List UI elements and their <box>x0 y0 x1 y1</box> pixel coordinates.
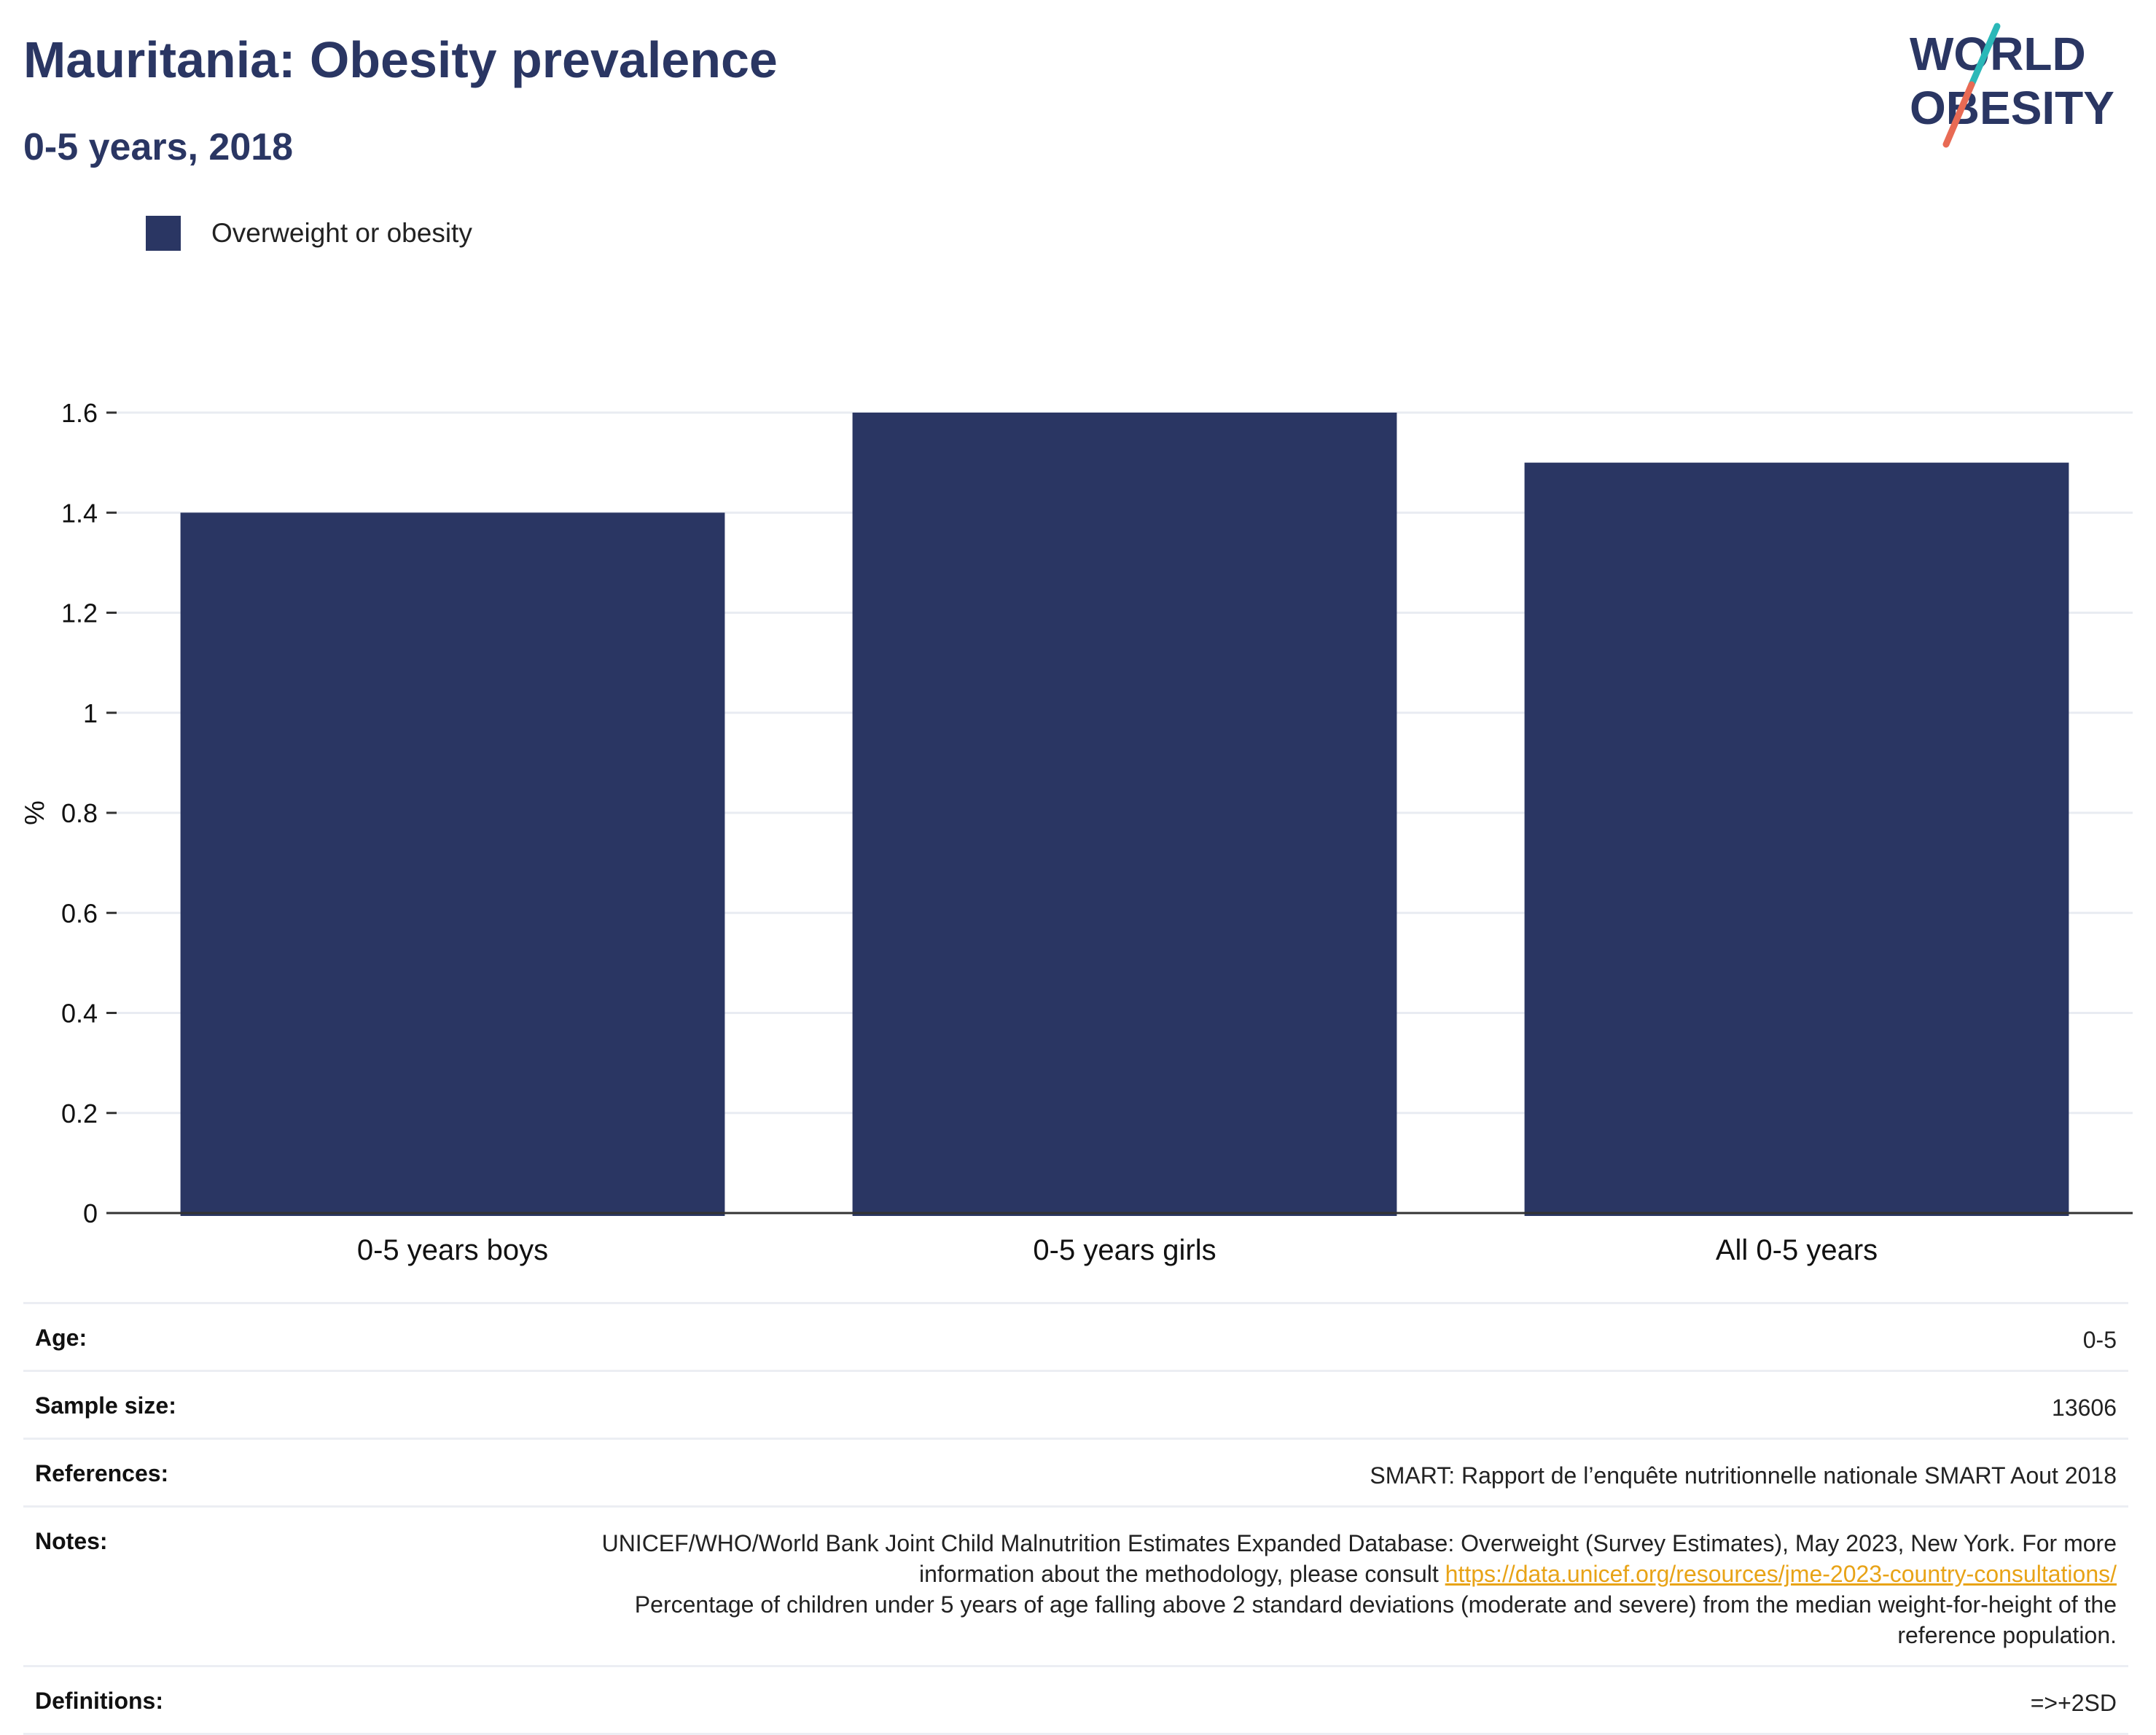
y-tick-label: 0.6 <box>61 898 98 928</box>
bar[interactable] <box>180 512 725 1216</box>
meta-row-age: Age: 0-5 <box>23 1302 2128 1370</box>
x-tick-label: 0-5 years boys <box>357 1234 548 1266</box>
logo-slash-bottom <box>1942 81 1975 148</box>
logo-word-obesity: OBESITY <box>1910 82 2114 134</box>
bars <box>180 413 2069 1216</box>
legend-label: Overweight or obesity <box>211 218 472 248</box>
meta-label-age: Age: <box>35 1325 87 1351</box>
meta-value-sample-size: 13606 <box>2052 1395 2117 1421</box>
meta-value-references: SMART: Rapport de l’enquête nutritionnel… <box>1370 1462 2117 1489</box>
y-tick-label: 0.4 <box>61 999 98 1029</box>
logo-slash-top <box>1968 23 2001 88</box>
notes-text-definition: Percentage of children under 5 years of … <box>634 1591 2117 1648</box>
y-tick-label: 1.6 <box>61 398 98 428</box>
metadata-table: Age: 0-5 Sample size: 13606 References: … <box>23 1302 2128 1735</box>
chart-title: Mauritania: Obesity prevalence <box>23 31 778 88</box>
notes-link[interactable]: https://data.unicef.org/resources/jme-20… <box>1445 1561 2117 1587</box>
y-axis-ticks: 0 0.2 0.4 0.6 0.8 1 1.2 1.4 1.6 <box>61 398 117 1228</box>
y-tick-label: 0.8 <box>61 798 98 828</box>
meta-label-references: References: <box>35 1460 169 1486</box>
meta-label-sample-size: Sample size: <box>35 1392 176 1419</box>
meta-value-notes: UNICEF/WHO/World Bank Joint Child Malnut… <box>586 1528 2117 1650</box>
bar-chart: 00.20.40.60.811.21.41.6 0-5 years boys 0-… <box>20 398 2133 1266</box>
meta-row-notes: Notes: UNICEF/WHO/World Bank Joint Child… <box>23 1505 2128 1665</box>
meta-row-sample-size: Sample size: 13606 <box>23 1370 2128 1438</box>
x-axis-labels: 0-5 years boys 0-5 years girls All 0-5 yea… <box>357 1234 1878 1266</box>
meta-label-notes: Notes: <box>35 1528 108 1554</box>
y-tick-label: 1.2 <box>61 599 98 628</box>
chart-subtitle: 0-5 years, 2018 <box>23 126 294 168</box>
logo-word-world: WORLD <box>1910 28 2086 80</box>
y-axis-label: % <box>20 800 50 825</box>
y-tick-label: 1 <box>83 698 98 728</box>
meta-row-definitions: Definitions: =>+2SD <box>23 1665 2128 1735</box>
legend: Overweight or obesity <box>146 216 472 251</box>
y-tick-label: 0.2 <box>61 1099 98 1128</box>
meta-label-definitions: Definitions: <box>35 1688 163 1714</box>
meta-row-references: References: SMART: Rapport de l’enquête … <box>23 1438 2128 1505</box>
bar[interactable] <box>852 413 1397 1216</box>
notes-text-source: UNICEF/WHO/World Bank Joint Child Malnut… <box>601 1530 2117 1587</box>
meta-value-definitions: =>+2SD <box>2030 1690 2117 1716</box>
y-tick-label: 0 <box>83 1198 98 1228</box>
x-tick-label: 0-5 years girls <box>1033 1234 1216 1266</box>
legend-swatch <box>146 216 181 251</box>
bar[interactable] <box>1524 462 2069 1216</box>
y-tick-label: 1.4 <box>61 498 98 528</box>
world-obesity-logo: WORLD OBESITY <box>1910 23 2114 148</box>
x-tick-label: All 0-5 years <box>1716 1234 1878 1266</box>
meta-value-age: 0-5 <box>2082 1327 2117 1353</box>
